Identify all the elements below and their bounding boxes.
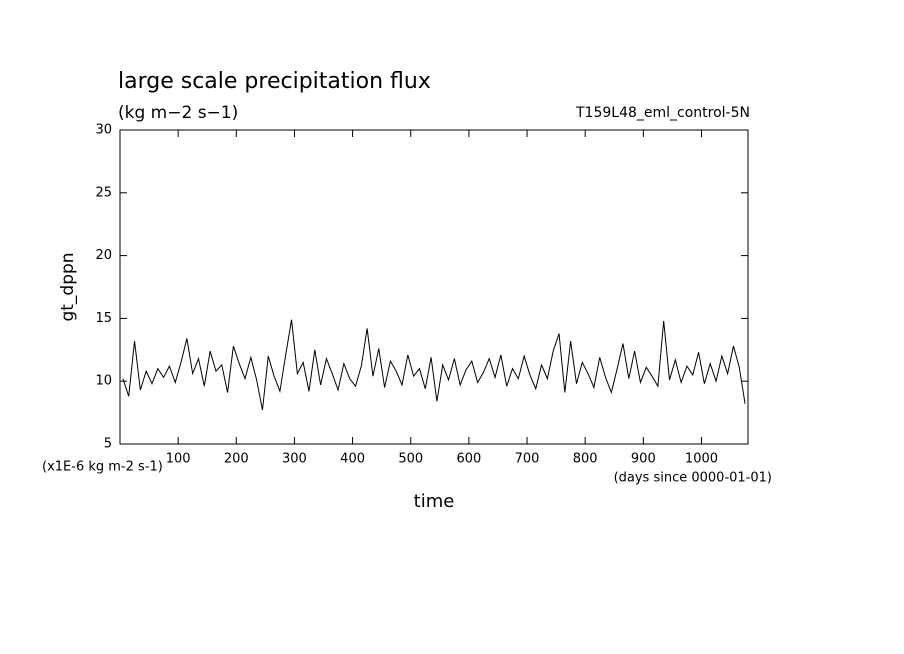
x-tick-label: 600	[456, 452, 481, 467]
x-tick-label: 500	[398, 452, 423, 467]
plot-frame	[119, 129, 749, 445]
chart-title: large scale precipitation flux	[118, 69, 431, 94]
x-tick-label: 700	[515, 452, 540, 467]
y-tick-label: 5	[104, 437, 112, 452]
chart-subtitle: (kg m−2 s−1)	[118, 103, 238, 123]
y-axis-label: gt_dppn	[58, 252, 78, 321]
y-tick-label: 15	[95, 311, 112, 326]
x-axis-label: time	[414, 491, 455, 512]
x-tick-label: 800	[573, 452, 598, 467]
y-tick-label: 10	[95, 374, 112, 389]
y-tick-label: 30	[95, 123, 112, 138]
x-tick-label: 1000	[685, 452, 718, 467]
x-tick-label: 300	[282, 452, 307, 467]
y-unit: (x1E-6 kg m-2 s-1)	[42, 460, 163, 475]
x-tick-label: 400	[340, 452, 365, 467]
y-tick-label: 20	[95, 248, 112, 263]
x-tick-label: 100	[166, 452, 191, 467]
y-tick-label: 25	[95, 185, 112, 200]
x-tick-label: 900	[631, 452, 656, 467]
x-tick-label: 200	[224, 452, 249, 467]
data-line	[122, 319, 746, 411]
x-unit: (days since 0000-01-01)	[614, 471, 772, 486]
annotation: T159L48_eml_control-5N	[575, 105, 750, 121]
